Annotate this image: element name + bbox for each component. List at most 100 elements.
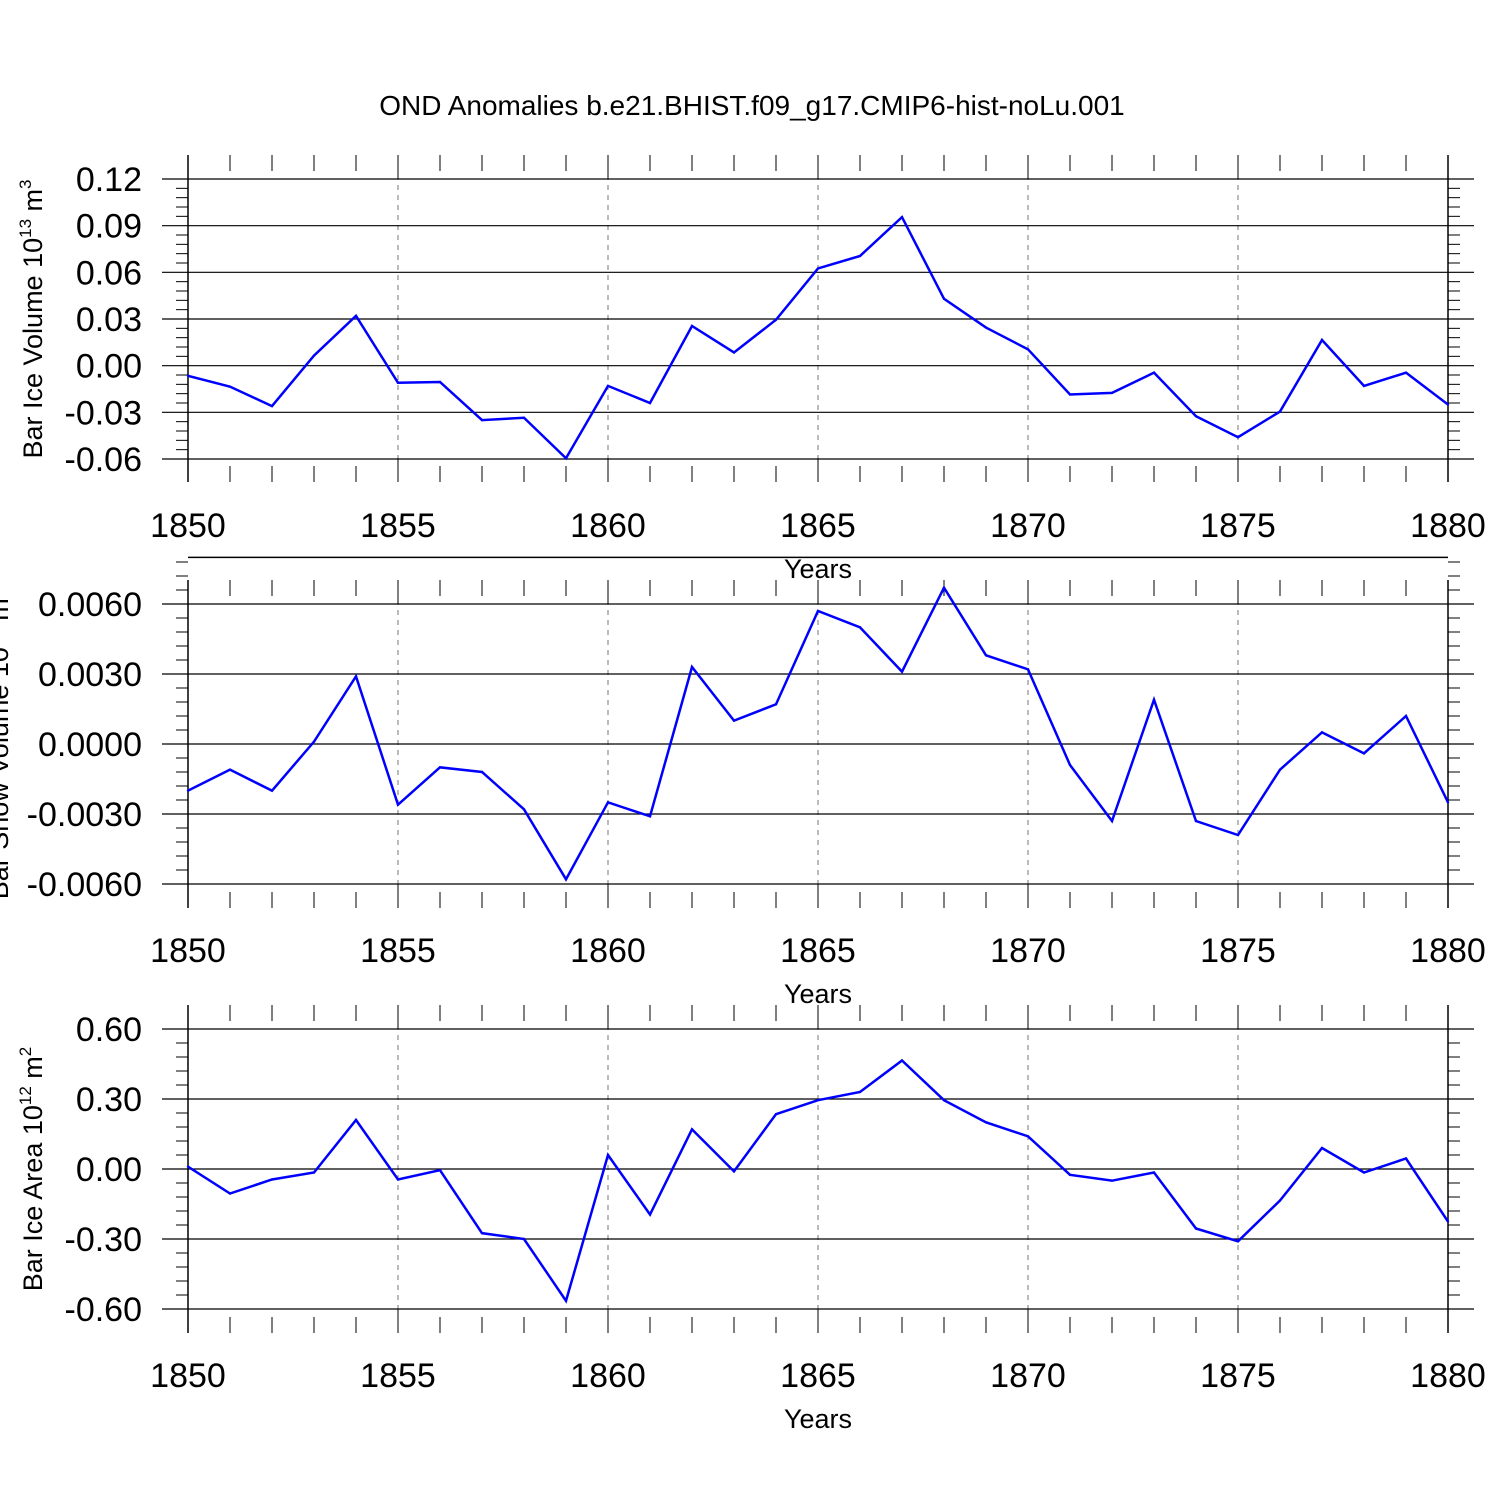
y-axis-title-unit-exp: 3 [16, 179, 35, 188]
data-point [354, 675, 358, 678]
data-point [1320, 338, 1324, 342]
data-point [732, 351, 736, 354]
data-point [1152, 1171, 1156, 1174]
data-point [480, 1231, 484, 1235]
data-point [690, 324, 694, 328]
y-axis-title-unit-exp: 3 [0, 589, 1, 598]
x-tick-label: 1865 [780, 507, 856, 545]
data-point [984, 1121, 988, 1124]
y-tick-label: 0.60 [76, 1011, 142, 1049]
data-point [1236, 436, 1240, 439]
data-point [438, 380, 442, 384]
y-tick-label: 0.06 [76, 254, 142, 292]
data-point [774, 318, 778, 321]
data-point [732, 1170, 736, 1173]
data-point [1110, 391, 1114, 395]
data-point [312, 740, 316, 743]
data-point [816, 267, 820, 270]
data-point [732, 719, 736, 722]
data-point [1026, 348, 1030, 351]
y-tick-label: 0.00 [76, 348, 142, 386]
data-point [396, 1178, 400, 1181]
x-tick-label: 1860 [570, 932, 646, 970]
data-point [1194, 819, 1198, 823]
y-tick-label: -0.0060 [27, 866, 142, 904]
data-point [1404, 371, 1408, 374]
y-tick-label: 0.0000 [38, 726, 142, 764]
data-point [186, 374, 190, 377]
data-point [648, 1213, 652, 1216]
y-tick-label: -0.0030 [27, 796, 142, 834]
data-point [186, 789, 190, 792]
data-point [1362, 1171, 1366, 1174]
y-axis-title-exp: 13 [0, 628, 1, 647]
data-point [396, 803, 400, 806]
y-tick-label: 0.00 [76, 1151, 142, 1189]
data-point [1236, 1240, 1240, 1243]
data-point [1068, 1173, 1072, 1177]
data-point [648, 401, 652, 405]
y-tick-label: 0.0030 [38, 656, 142, 694]
y-axis-title: Bar Ice Area 1012 m2 [16, 1047, 48, 1292]
data-point [1068, 393, 1072, 396]
data-point [1236, 833, 1240, 837]
data-point [1110, 819, 1114, 823]
data-point [522, 416, 526, 419]
y-axis-title: Bar Ice Volume 1013 m3 [16, 179, 48, 458]
y-axis-title-unit: m [18, 189, 48, 219]
data-point [606, 801, 610, 804]
data-point [438, 1168, 442, 1172]
data-point [606, 384, 610, 388]
data-point [1320, 1146, 1324, 1150]
data-point [396, 381, 400, 384]
data-point [774, 1112, 778, 1116]
panel-2: -0.0060 -0.0030 0.0000 0.0030 0.0060 1850 1855… [0, 556, 1486, 1009]
data-point [1446, 403, 1450, 406]
x-tick-label: 1865 [780, 932, 856, 970]
x-tick-label: 1860 [570, 507, 646, 545]
y-axis-title: Bar Snow Volume 1013 m3 [0, 589, 14, 900]
data-point [354, 314, 358, 318]
data-point [858, 626, 862, 629]
data-point [1152, 371, 1156, 374]
x-tick-label: 1865 [780, 1357, 856, 1395]
data-point [900, 670, 904, 673]
x-axis-title: Years [784, 554, 852, 584]
data-point [270, 789, 274, 792]
data-point [1320, 731, 1324, 734]
data-point [522, 1237, 526, 1241]
data-point [228, 1192, 232, 1195]
data-point [480, 770, 484, 774]
data-point [480, 418, 484, 422]
x-tick-label: 1880 [1410, 932, 1486, 970]
data-point [1152, 698, 1156, 701]
data-point [816, 1098, 820, 1102]
data-point [984, 654, 988, 657]
y-tick-label: 0.09 [76, 208, 142, 246]
data-point [354, 1118, 358, 1122]
x-tick-label: 1850 [150, 932, 226, 970]
x-tick-label: 1870 [990, 507, 1066, 545]
chart-title: OND Anomalies b.e21.BHIST.f09_g17.CMIP6-… [379, 90, 1125, 121]
data-point [564, 878, 568, 881]
x-tick-label: 1880 [1410, 1357, 1486, 1395]
data-point [984, 326, 988, 329]
y-tick-label: 0.30 [76, 1081, 142, 1119]
x-tick-label: 1855 [360, 932, 436, 970]
data-point [858, 254, 862, 258]
x-tick-label: 1875 [1200, 932, 1276, 970]
panel-3: -0.60 -0.30 0.00 0.30 0.60 1850 1855 1860 1865 18… [16, 1005, 1486, 1434]
data-point [606, 1153, 610, 1157]
data-point [942, 1098, 946, 1102]
x-tick-label: 1860 [570, 1357, 646, 1395]
x-tick-label: 1850 [150, 507, 226, 545]
data-point [564, 1299, 568, 1303]
data-point [1446, 1220, 1450, 1223]
data-point [438, 766, 442, 769]
data-point [1026, 1135, 1030, 1138]
data-point [228, 768, 232, 771]
x-axis-title: Years [784, 1404, 852, 1434]
data-point [774, 703, 778, 706]
data-point [690, 1128, 694, 1131]
